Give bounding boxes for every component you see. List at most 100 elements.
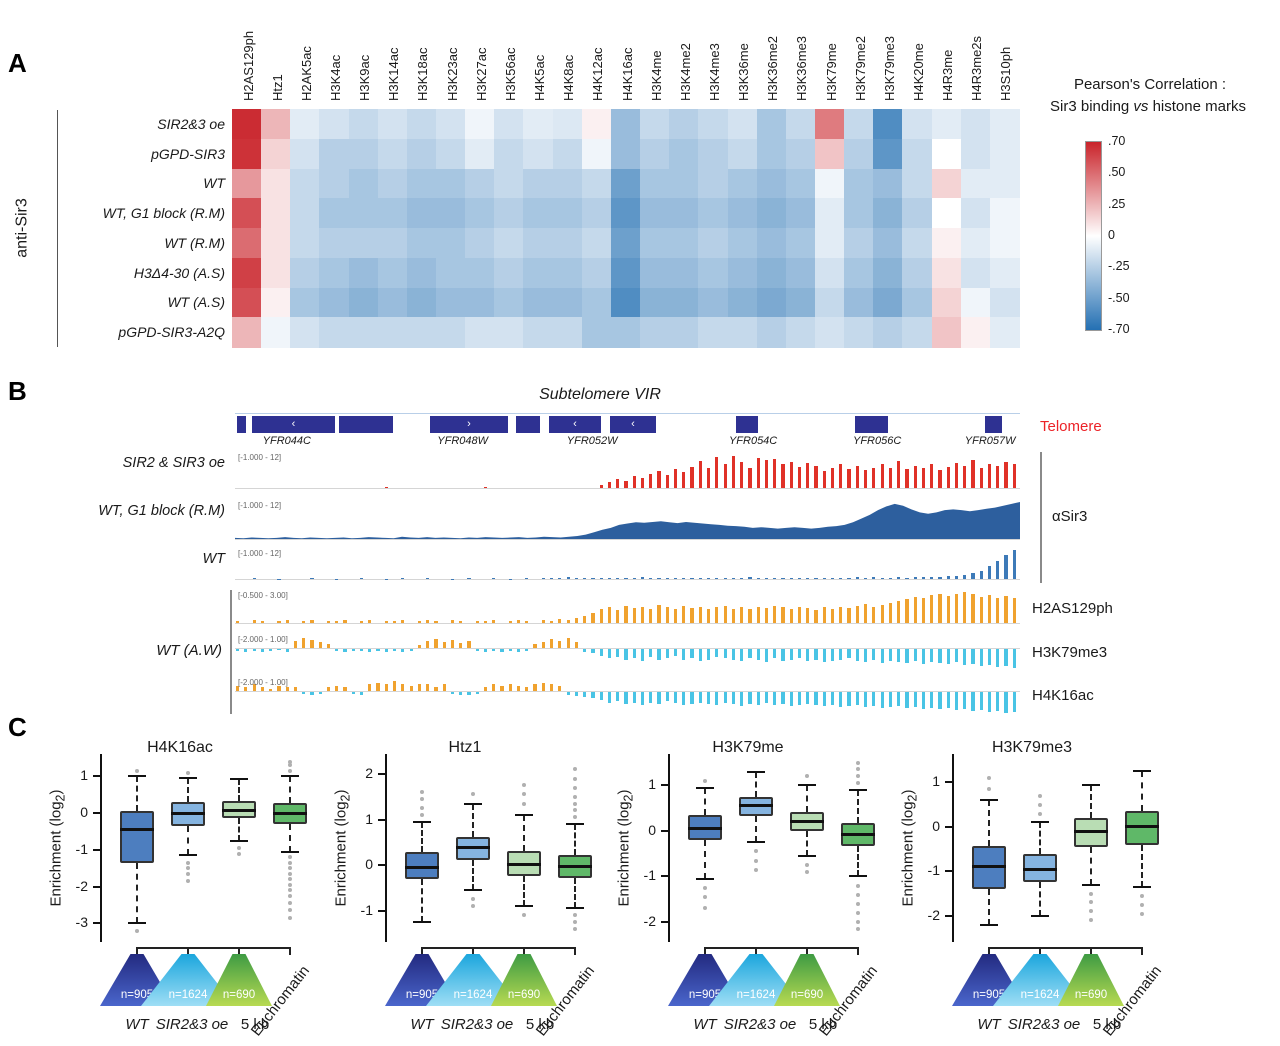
track-bar <box>963 649 967 665</box>
heatmap-cell <box>873 317 903 348</box>
whisker-upper <box>472 803 474 837</box>
heatmap-cell <box>552 287 583 318</box>
heatmap-cell <box>960 168 991 199</box>
track-bar <box>236 621 240 623</box>
track-bar <box>533 684 537 692</box>
track-bar <box>897 577 901 580</box>
heatmap-col-label: H3K36me <box>736 43 752 101</box>
track-bar <box>748 609 752 623</box>
y-tick <box>945 781 952 784</box>
track-bar <box>764 649 769 662</box>
outlier-dot <box>420 806 424 811</box>
heatmap-cell <box>261 317 291 348</box>
heatmap-cell <box>319 287 350 318</box>
track-bar <box>558 685 562 692</box>
track-bar <box>393 620 397 623</box>
heatmap-cell <box>436 109 466 140</box>
box <box>120 811 154 863</box>
heatmap-cell <box>785 168 816 199</box>
xlabel-kb: 5 kb <box>1092 1016 1122 1033</box>
track-bar <box>384 621 388 623</box>
heatmap-cell <box>290 317 321 348</box>
y-tick-label: 0 <box>932 817 940 834</box>
track-bar <box>913 596 917 623</box>
track-bar <box>599 692 603 701</box>
whisker-cap-bottom <box>798 854 816 857</box>
x-bracket <box>137 947 290 949</box>
track-bar <box>731 649 735 660</box>
track-bar <box>682 605 686 623</box>
track-bar <box>318 642 322 649</box>
track-bar <box>657 604 661 623</box>
track-bar <box>483 487 488 489</box>
track-bar <box>806 577 810 580</box>
whisker-cap-bottom <box>230 839 248 842</box>
track-bar <box>748 467 752 489</box>
track-bar <box>888 467 892 489</box>
outlier-dot <box>522 801 526 806</box>
track-bar <box>971 460 975 489</box>
heatmap-cell <box>873 109 903 140</box>
track-bar <box>773 692 777 705</box>
heatmap-cell <box>902 168 933 199</box>
track-bar <box>516 685 521 692</box>
heatmap-cell <box>844 138 874 170</box>
track-bar <box>492 578 496 580</box>
whisker-cap-bottom <box>179 854 197 857</box>
track-bar <box>781 577 785 580</box>
heatmap-cell <box>669 168 699 199</box>
whisker-upper <box>1039 822 1041 854</box>
whisker-upper <box>136 776 138 812</box>
track-bar <box>500 685 504 692</box>
heatmap-cell <box>902 109 933 140</box>
y-tick-label: -1 <box>927 862 940 879</box>
heatmap-cell <box>261 198 291 229</box>
heatmap-cell <box>581 287 612 318</box>
track-bar <box>260 621 264 623</box>
track-bar <box>707 468 711 489</box>
heatmap-cell <box>319 257 350 289</box>
heatmap-cell <box>989 228 1020 259</box>
outlier-dot <box>573 785 577 790</box>
track-bar <box>830 608 835 623</box>
track-bar <box>640 577 645 580</box>
outlier-dot <box>856 910 860 915</box>
track-baseline <box>235 622 1020 624</box>
heatmap-col-label: H4K16ac <box>619 47 635 101</box>
track-wt-g1-block <box>235 500 1020 540</box>
heatmap-cell <box>348 138 379 170</box>
track-bar <box>277 578 281 580</box>
track-bar <box>607 692 612 703</box>
heatmap-cell <box>232 228 262 259</box>
track-bar <box>748 649 752 659</box>
heatmap-cell <box>756 109 787 140</box>
track-bar <box>550 639 554 649</box>
heatmap-cell <box>785 198 816 229</box>
track-bar <box>847 649 851 659</box>
outlier-dot <box>288 866 292 871</box>
heatmap-cell <box>640 198 670 229</box>
outlier-dot <box>186 860 190 865</box>
heatmap-cell <box>494 257 525 289</box>
track-bar <box>376 682 380 692</box>
track-bar <box>252 684 256 692</box>
heatmap-cell <box>814 198 845 229</box>
heatmap-cell <box>931 317 962 348</box>
whisker-upper <box>988 800 990 846</box>
track-bar <box>872 649 876 660</box>
whisker-lower <box>704 840 706 879</box>
whisker-lower <box>523 876 525 907</box>
whisker-cap-bottom <box>1031 914 1049 917</box>
track-bar <box>426 684 430 692</box>
x-bracket-tick <box>289 947 291 955</box>
legend-subtitle-vs: vs <box>1133 98 1149 115</box>
track-bar <box>938 470 942 489</box>
heatmap-cell <box>873 257 903 289</box>
track-bar <box>855 649 859 661</box>
heatmap-cell <box>319 198 350 229</box>
track-bar <box>459 692 463 696</box>
whisker-cap-top <box>1133 770 1151 773</box>
heatmap-row-label: pGPD-SIR3-A2Q <box>118 324 225 341</box>
y-tick <box>945 825 952 828</box>
heatmap-cell <box>844 228 874 259</box>
